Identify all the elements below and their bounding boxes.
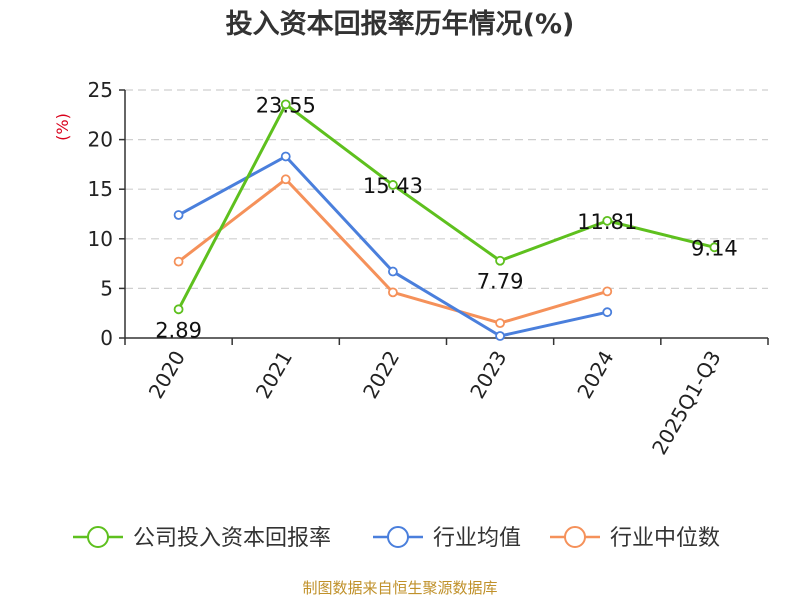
data-label: 23.55 — [256, 93, 316, 117]
data-point — [173, 210, 184, 220]
data-point — [709, 242, 720, 253]
data-point — [173, 304, 184, 315]
legend: 公司投入资本回报率 行业均值 行业中位数 — [73, 526, 720, 551]
series-layer — [173, 99, 720, 341]
x-tick-label: 2023 — [465, 347, 511, 403]
data-point — [602, 215, 613, 226]
legend-label: 行业均值 — [433, 526, 521, 551]
data-point — [495, 318, 505, 329]
chart-title: 投入资本回报率历年情况(%) — [226, 8, 575, 40]
data-point — [602, 286, 613, 297]
legend-marker — [387, 526, 409, 548]
legend-label: 行业中位数 — [610, 526, 720, 551]
label-layer: 2.89 23.55 15.43 7.79 11.81 9.14 — [155, 93, 738, 342]
data-point — [388, 180, 398, 190]
y-tick-label: 0 — [100, 326, 113, 350]
data-label: 2.89 — [155, 318, 202, 342]
series-line — [177, 102, 715, 311]
data-point — [602, 307, 613, 318]
data-label: 7.79 — [477, 270, 524, 294]
y-tick-label: 20 — [88, 128, 113, 152]
x-tick-label: 2025Q1-Q3 — [647, 347, 726, 459]
data-point — [388, 266, 398, 277]
legend-marker — [87, 526, 109, 548]
data-point — [280, 99, 291, 110]
x-tick-label: 2020 — [144, 347, 190, 403]
y-tick-label: 25 — [88, 78, 113, 102]
data-label: 9.14 — [691, 236, 738, 260]
data-point — [173, 256, 184, 267]
y-axis-label: (%) — [53, 113, 72, 141]
data-point — [280, 151, 291, 162]
y-tick-label: 5 — [100, 276, 113, 300]
series-line — [177, 177, 608, 325]
data-point — [280, 174, 291, 185]
x-tick-label: 2022 — [358, 347, 404, 403]
data-label: 15.43 — [363, 174, 423, 198]
data-point — [495, 255, 505, 266]
data-point — [388, 287, 398, 298]
data-label: 11.81 — [577, 210, 637, 234]
data-point — [495, 331, 505, 341]
grid-layer — [125, 89, 768, 289]
legend-marker — [564, 526, 586, 548]
legend-label: 公司投入资本回报率 — [133, 526, 331, 551]
source-note: 制图数据来自恒生聚源数据库 — [302, 579, 497, 597]
x-tick-label: 2024 — [572, 347, 618, 403]
axis-layer: 0 5 10 15 20 25 2020 2021 2022 2023 2024 2025Q1-Q3 — [88, 78, 769, 459]
x-tick-label: 2021 — [251, 347, 297, 403]
y-tick-label: 15 — [88, 177, 113, 201]
y-tick-label: 10 — [88, 227, 113, 251]
